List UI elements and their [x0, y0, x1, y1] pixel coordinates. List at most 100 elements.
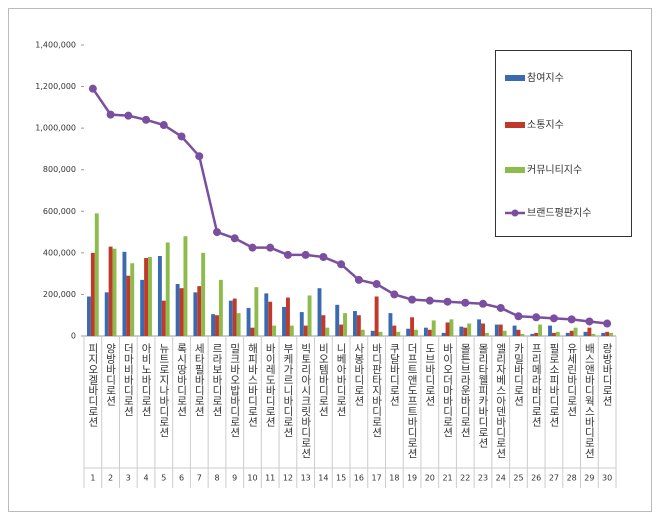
line-marker [354, 275, 363, 284]
x-tick-label: 밀크바오밥바디로션 [229, 343, 241, 438]
x-tick-label: 비오템바디로션 [317, 343, 329, 417]
x-tick-label: 엘리자베스아덴바디로션 [495, 342, 507, 458]
x-tick-label: 몰리타웰피카바디로션 [477, 343, 489, 448]
bar [285, 297, 290, 336]
bar [591, 333, 596, 336]
bar [246, 307, 251, 336]
bar [370, 330, 375, 336]
rank-label: 12 [283, 474, 293, 483]
bar [605, 331, 610, 336]
x-tick-label: 더프트앤도프트바디로션 [406, 343, 418, 459]
bar [122, 251, 127, 336]
line-marker [248, 243, 257, 252]
x-tick-label: 니베아바디로션 [335, 343, 347, 417]
rank-label: 24 [496, 474, 506, 483]
x-tick-label: 부케가르니바디로션 [282, 343, 294, 438]
bar [569, 330, 574, 336]
line-marker [283, 250, 292, 259]
line-marker [567, 315, 576, 324]
line-marker [461, 298, 470, 307]
x-tick-label: 필로소피바디로션 [548, 343, 560, 427]
rank-label: 30 [602, 474, 612, 483]
legend-label: 참여지수 [527, 72, 564, 84]
legend-label: 커뮤니티지수 [527, 164, 582, 176]
bar [335, 304, 340, 336]
bar [467, 323, 472, 336]
bar [218, 279, 223, 336]
line-marker [514, 312, 523, 321]
rank-label: 3 [126, 474, 131, 483]
line-marker [585, 317, 594, 326]
line-marker [479, 299, 487, 308]
line-marker [195, 152, 204, 161]
bar [175, 284, 180, 336]
x-tick-label: 빅토리아시크릿바디로션 [300, 343, 312, 459]
x-tick-label: 쿠달바디로션 [388, 343, 400, 406]
bar [494, 324, 499, 336]
x-tick-label: 해피바스바디로션 [246, 342, 258, 427]
y-tick-label: 400,000 [43, 248, 76, 257]
bar [530, 333, 535, 336]
bar [374, 296, 379, 336]
bar [90, 252, 95, 336]
x-tick-label: 몰튼브라운바디로션 [459, 343, 471, 438]
legend-box [495, 50, 632, 237]
bar [388, 313, 393, 336]
rank-label: 19 [407, 474, 417, 483]
x-tick-label: 랑방바디로션 [601, 343, 613, 406]
bar [609, 332, 613, 336]
y-tick-label: 1,400,000 [35, 41, 76, 50]
bar [481, 323, 485, 336]
y-tick-label: 0 [71, 332, 76, 341]
y-tick-label: 600,000 [43, 207, 76, 216]
x-tick-label: 르라보바디로션 [211, 343, 223, 417]
bar [157, 255, 162, 336]
bar [317, 288, 322, 336]
bar [520, 333, 525, 336]
bar [548, 325, 552, 336]
x-tick-label: 사봉바디로션 [353, 343, 365, 406]
bar [423, 327, 428, 336]
legend-swatch [505, 75, 525, 81]
bar [427, 329, 432, 336]
bar [441, 332, 446, 336]
x-tick-label: 양방바디로션 [105, 343, 117, 406]
bar [236, 313, 241, 336]
bar [307, 295, 312, 336]
bar [268, 301, 273, 336]
line-marker [142, 115, 151, 124]
legend-swatch [505, 167, 525, 173]
bar [551, 332, 556, 336]
bar [449, 319, 454, 336]
bar [264, 293, 269, 336]
bar [445, 322, 450, 336]
bar [392, 325, 397, 336]
bar [410, 317, 415, 336]
rank-label: 6 [179, 474, 184, 483]
y-tick-label: 1,200,000 [35, 82, 76, 91]
legend-swatch [505, 122, 525, 128]
x-tick-label: 뉴트로지나바디로션 [158, 343, 170, 438]
bar [87, 296, 91, 336]
rank-label: 21 [442, 474, 452, 483]
line-marker [390, 290, 399, 299]
bar [289, 325, 294, 336]
bar [339, 324, 344, 336]
rank-label: 8 [214, 474, 219, 483]
rank-label: 1 [90, 474, 95, 483]
bar [197, 286, 202, 336]
line-marker [372, 280, 381, 289]
x-tick-label: 프리메라바디로션 [530, 343, 542, 427]
bar [201, 252, 206, 336]
bar [516, 329, 521, 336]
bar [378, 331, 383, 336]
x-tick-label: 세타필바디로션 [193, 343, 205, 417]
bar [353, 311, 357, 336]
bar [321, 315, 326, 336]
line-marker [603, 319, 612, 328]
bar [565, 332, 570, 336]
bar [360, 329, 365, 336]
bar [406, 328, 411, 336]
rank-label: 18 [389, 474, 399, 483]
